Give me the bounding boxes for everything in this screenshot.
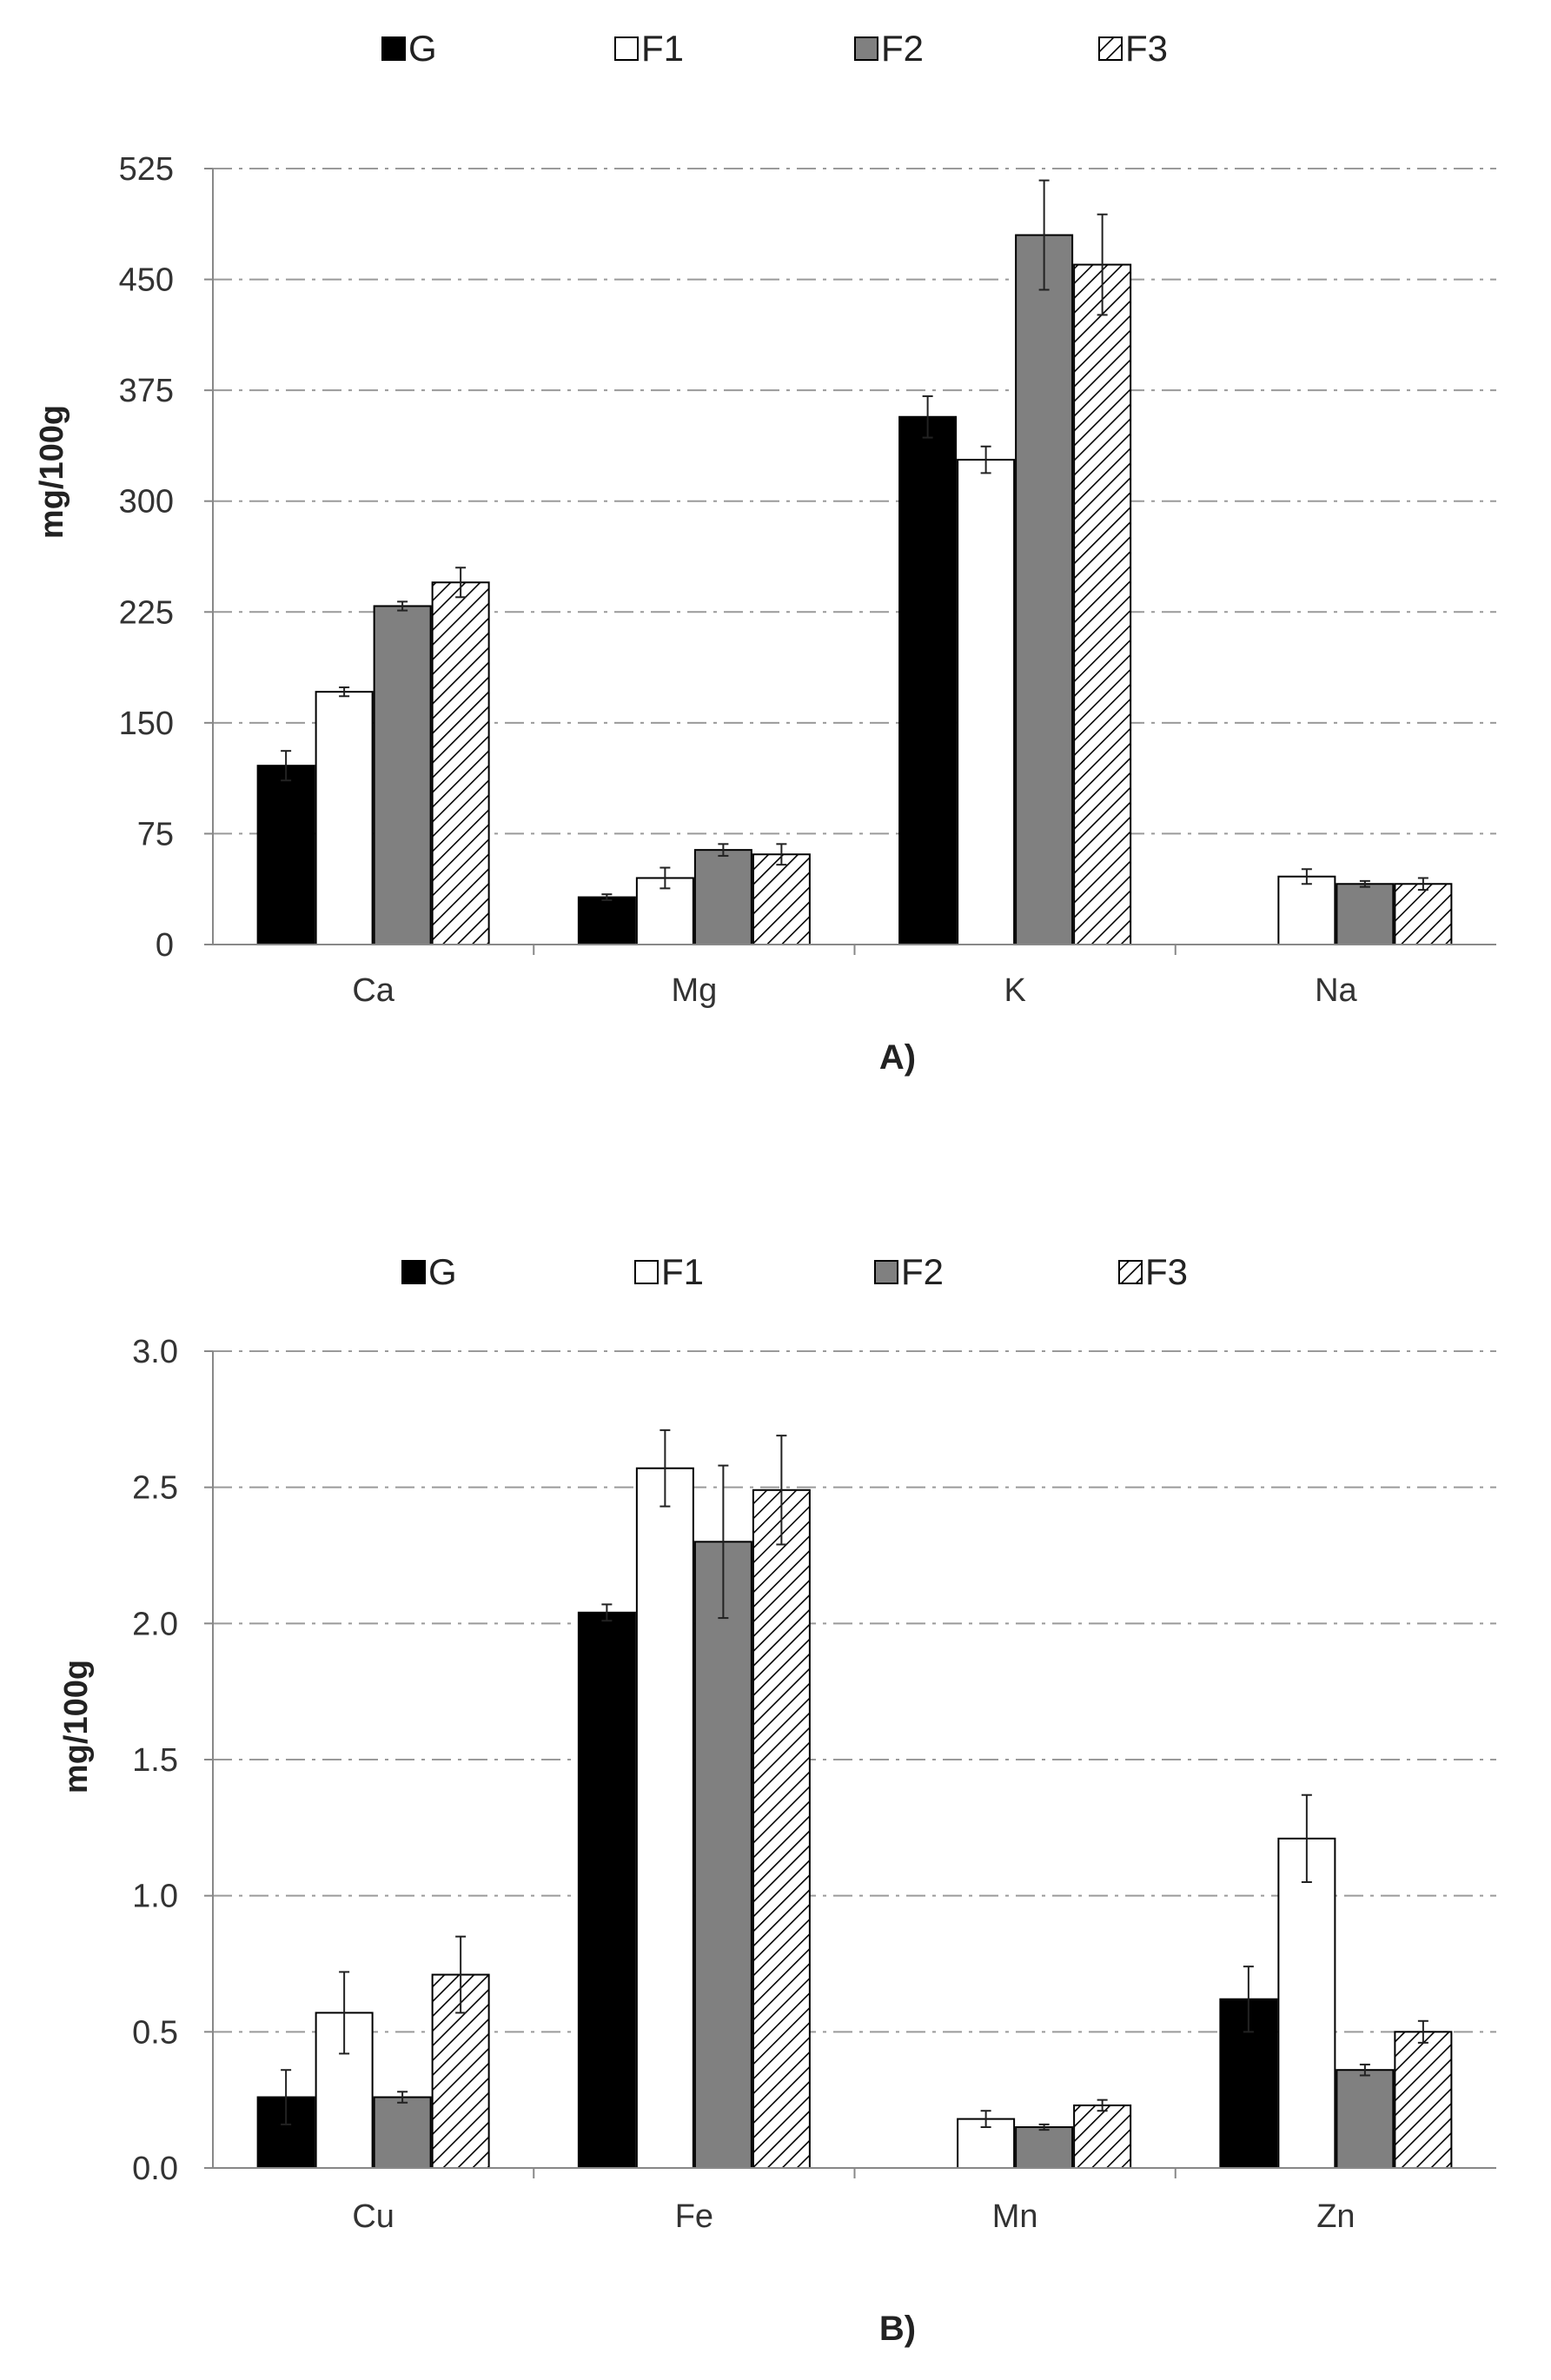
bar-f2-zn bbox=[1336, 2069, 1395, 2169]
y-tick-label: 2.5 bbox=[132, 1470, 178, 1507]
y-tick-label: 375 bbox=[119, 373, 174, 409]
legend-swatch-f2 bbox=[874, 1260, 898, 1284]
legend-swatch-f3 bbox=[1098, 36, 1123, 61]
x-category-label: Ca bbox=[352, 972, 394, 1009]
x-ticks-panel-b: Cu Fe Mn Zn bbox=[352, 2168, 1355, 2235]
bar-f1-k bbox=[957, 459, 1016, 945]
bar-f2-ca bbox=[373, 605, 432, 946]
y-tick-label: 525 bbox=[119, 151, 174, 188]
x-ticks-panel-a: Ca Mg K Na bbox=[352, 945, 1358, 1009]
bar-f1-fe bbox=[635, 1467, 694, 2169]
x-category-label: Cu bbox=[352, 2198, 394, 2235]
legend-swatch-f1 bbox=[634, 1260, 659, 1284]
legend-label-f3: F3 bbox=[1125, 28, 1168, 69]
legend-label-f1: F1 bbox=[661, 1251, 704, 1292]
bar-g-k bbox=[898, 415, 958, 945]
bar-f2-mg bbox=[693, 849, 752, 945]
bar-f3-mg bbox=[752, 853, 811, 945]
legend-label-g: G bbox=[408, 28, 437, 69]
legend-swatch-g bbox=[381, 36, 406, 61]
legend-panel-a: G F1 F2 F3 bbox=[381, 28, 1168, 69]
x-category-label: Zn bbox=[1316, 2198, 1355, 2235]
y-tick-label: 0 bbox=[156, 927, 174, 964]
y-ticks-panel-a: 0 75 150 225 300 375 450 525 bbox=[119, 151, 213, 964]
bar-f1-zn bbox=[1277, 1837, 1336, 2170]
x-category-label: Na bbox=[1315, 972, 1357, 1009]
legend-label-f2: F2 bbox=[901, 1251, 944, 1292]
legend-panel-b: G F1 F2 F3 bbox=[401, 1251, 1188, 1292]
y-tick-label: 3.0 bbox=[132, 1334, 178, 1370]
y-tick-label: 75 bbox=[137, 816, 174, 852]
y-ticks-panel-b: 0.0 0.5 1.0 1.5 2.0 2.5 3.0 bbox=[132, 1334, 213, 2187]
legend-swatch-g bbox=[401, 1260, 426, 1284]
legend-label-f2: F2 bbox=[881, 28, 924, 69]
y-tick-label: 300 bbox=[119, 484, 174, 520]
y-tick-label: 150 bbox=[119, 706, 174, 742]
bar-f3-k bbox=[1073, 263, 1132, 945]
y-tick-label: 2.0 bbox=[132, 1606, 178, 1642]
bar-f3-zn bbox=[1394, 2031, 1453, 2169]
y-axis-title-panel-b: mg/100g bbox=[58, 1660, 95, 1793]
bar-f1-na bbox=[1277, 875, 1336, 945]
bars-panel-b bbox=[256, 1429, 1453, 2170]
legend-label-f3: F3 bbox=[1145, 1251, 1188, 1292]
y-tick-label: 225 bbox=[119, 594, 174, 631]
chart-panel-a: G F1 F2 F3 0 75 150 225 300 375 450 525 Ca Mg K Na mg… bbox=[34, 28, 1496, 1077]
bar-g-mg bbox=[577, 896, 636, 946]
bar-f3-mn bbox=[1073, 2104, 1132, 2170]
gridlines-panel-a bbox=[213, 168, 1496, 835]
bar-f3-ca bbox=[431, 581, 490, 945]
y-tick-label: 0.5 bbox=[132, 2014, 178, 2051]
x-category-label: Mn bbox=[992, 2198, 1038, 2235]
y-tick-label: 1.5 bbox=[132, 1742, 178, 1779]
panel-label-b: B) bbox=[879, 2310, 916, 2348]
bar-f3-na bbox=[1394, 883, 1453, 945]
y-tick-label: 0.0 bbox=[132, 2151, 178, 2187]
bar-f3-cu bbox=[431, 1973, 490, 2170]
legend-swatch-f1 bbox=[614, 36, 639, 61]
legend-label-g: G bbox=[428, 1251, 457, 1292]
y-tick-label: 1.0 bbox=[132, 1879, 178, 1915]
legend-label-f1: F1 bbox=[641, 28, 684, 69]
x-category-label: Fe bbox=[675, 2198, 713, 2235]
y-axis-title-panel-a: mg/100g bbox=[34, 405, 70, 539]
x-category-label: K bbox=[1004, 972, 1025, 1009]
x-category-label: Mg bbox=[671, 972, 717, 1009]
bars-panel-a bbox=[256, 179, 1453, 946]
bar-g-fe bbox=[577, 1611, 636, 2170]
y-tick-label: 450 bbox=[119, 262, 174, 299]
chart-panel-b: G F1 F2 F3 0.0 0.5 1.0 1.5 2.0 2.5 3.0 Cu Fe Mn Zn m… bbox=[58, 1251, 1496, 2348]
panel-label-a: A) bbox=[879, 1038, 916, 1077]
bar-g-ca bbox=[256, 765, 315, 945]
legend-swatch-f2 bbox=[854, 36, 878, 61]
bar-f2-mn bbox=[1015, 2126, 1074, 2169]
bar-f1-ca bbox=[315, 691, 374, 945]
bar-f2-na bbox=[1336, 883, 1395, 945]
legend-swatch-f3 bbox=[1118, 1260, 1143, 1284]
bar-f3-fe bbox=[752, 1488, 811, 2170]
bar-f2-cu bbox=[373, 2096, 432, 2170]
bar-f2-k bbox=[1015, 234, 1074, 945]
bar-f2-fe bbox=[693, 1541, 752, 2170]
